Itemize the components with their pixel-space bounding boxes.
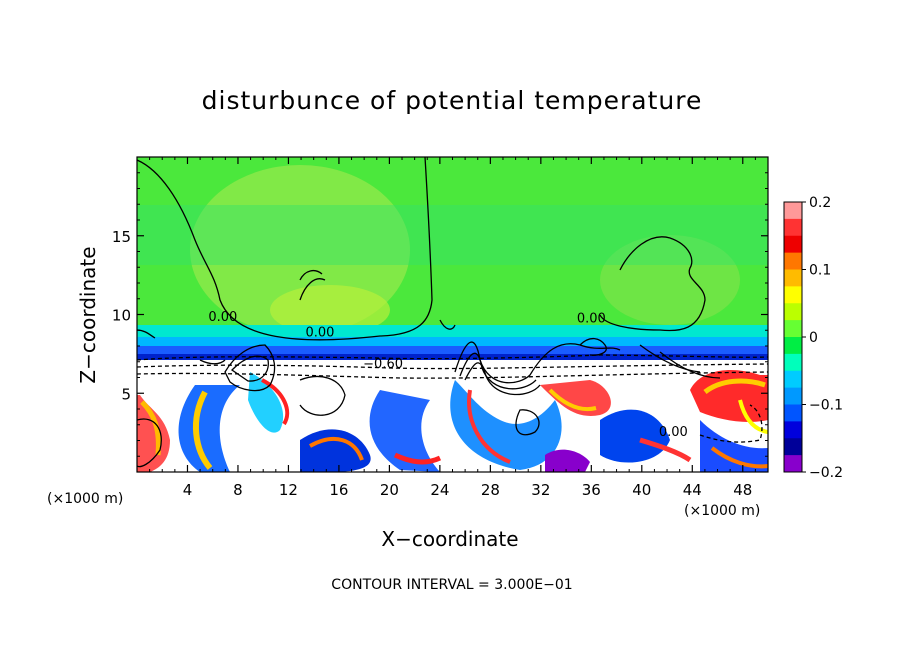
- x-axis-unit: (×1000 m): [684, 503, 761, 519]
- cool-band: [137, 205, 768, 265]
- contour-label: 0.00: [577, 311, 606, 326]
- colorbar-swatch: [784, 370, 802, 389]
- colorbar-swatch: [784, 337, 802, 355]
- colorbar: 0.2 0.1 0 −0.1 −0.2: [783, 195, 843, 481]
- x-tick-label: 28: [481, 481, 500, 499]
- x-tick-label: 4: [183, 481, 193, 499]
- tropopause-band: [137, 325, 768, 337]
- colorbar-tick-label: 0.2: [809, 195, 831, 211]
- contour-labels: 0.00 0.00 0.00 −0.60 0.00: [208, 310, 687, 440]
- x-axis: 4 8 12 16 20 24 28 32 36 40 44 48: [149, 157, 756, 499]
- x-tick-label: 48: [733, 481, 752, 499]
- contour-label: −0.60: [363, 357, 403, 372]
- y-tick-label: 5: [121, 385, 131, 403]
- convective-cells: [137, 370, 768, 472]
- x-tick-label: 36: [582, 481, 601, 499]
- y-axis: 5 10 15: [112, 172, 768, 457]
- y-tick-label: 10: [112, 307, 131, 325]
- colorbar-swatch: [784, 286, 802, 304]
- tropopause-band: [137, 337, 768, 346]
- colorbar-swatch: [784, 252, 802, 270]
- contour-label: 0.00: [306, 326, 335, 341]
- x-tick-label: 12: [279, 481, 298, 499]
- x-tick-label: 16: [329, 481, 348, 499]
- x-tick-label: 32: [531, 481, 550, 499]
- colorbar-swatch: [784, 320, 802, 338]
- colorbar-swatch: [784, 455, 802, 473]
- y-axis-unit: (×1000 m): [47, 491, 124, 507]
- x-axis-label: X−coordinate: [381, 527, 519, 551]
- x-tick-label: 20: [380, 481, 399, 499]
- colorbar-swatch: [784, 235, 802, 254]
- contour-label: 0.00: [208, 310, 237, 325]
- colorbar-tick-label: 0: [809, 330, 818, 346]
- tropopause-band: [137, 346, 768, 354]
- contour-lines: [137, 157, 768, 468]
- colorbar-swatch: [784, 404, 802, 422]
- y-tick-label: 15: [112, 228, 131, 246]
- colorbar-swatch: [784, 218, 802, 237]
- tropopause-band: [137, 354, 768, 360]
- chart-title: disturbunce of potential temperature: [201, 86, 703, 115]
- colorbar-swatch: [784, 269, 802, 287]
- warm-patch: [270, 285, 390, 335]
- colorbar-tick-label: 0.1: [809, 263, 831, 279]
- colorbar-swatch: [784, 353, 802, 372]
- x-tick-label: 24: [430, 481, 449, 499]
- colorbar-swatch: [784, 421, 802, 439]
- x-tick-label: 40: [632, 481, 651, 499]
- colorbar-swatch: [784, 303, 802, 321]
- colorbar-swatch: [784, 438, 802, 456]
- colorbar-tick-label: −0.1: [809, 398, 843, 414]
- colorbar-tick-label: −0.2: [809, 465, 843, 481]
- colorbar-swatch: [784, 202, 802, 220]
- plot-area: 0.00 0.00 0.00 −0.60 0.00: [137, 157, 768, 472]
- x-tick-label: 8: [233, 481, 243, 499]
- colorbar-swatch: [784, 387, 802, 405]
- x-tick-label: 44: [683, 481, 702, 499]
- contour-interval-note: CONTOUR INTERVAL = 3.000E−01: [331, 577, 573, 593]
- contour-label: 0.00: [659, 425, 688, 440]
